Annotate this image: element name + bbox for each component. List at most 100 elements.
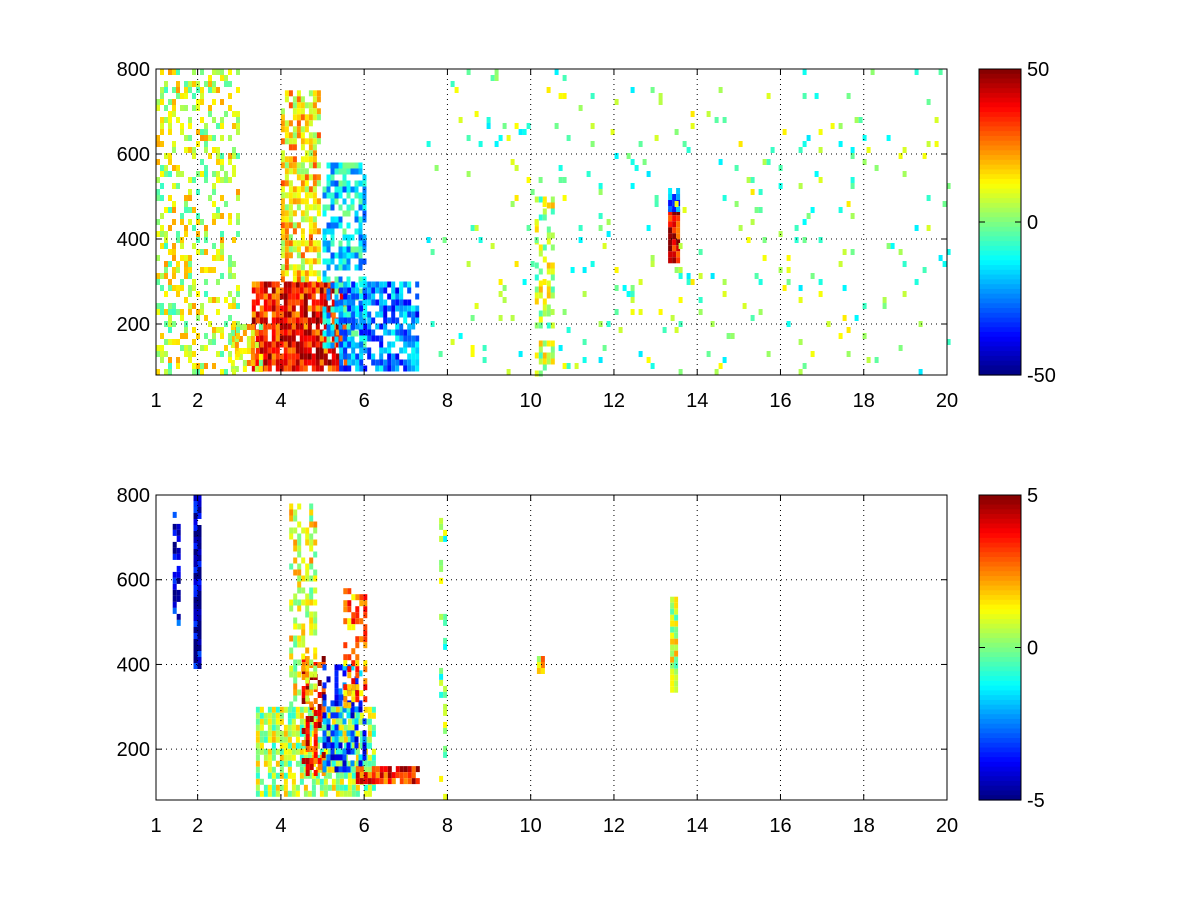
heatmap-cell [346, 324, 351, 331]
heatmap-cell [474, 303, 479, 309]
heatmap-cell [283, 341, 288, 348]
heatmap-cell [387, 359, 392, 366]
heatmap-cell [292, 108, 297, 115]
colorbar-swatch [979, 785, 1021, 792]
heatmap-cell [334, 724, 339, 731]
heatmap-cell [326, 760, 331, 767]
heatmap-cell [322, 318, 327, 325]
heatmap-cell [172, 243, 176, 249]
heatmap-cell [220, 69, 224, 75]
heatmap-cell [379, 766, 384, 773]
heatmap-cell [338, 324, 343, 331]
heatmap-cell [160, 141, 164, 147]
heatmap-cell [490, 243, 495, 249]
heatmap-cell [312, 186, 317, 193]
heatmap-cell [172, 111, 176, 117]
y-tick-label: 400 [117, 229, 150, 251]
heatmap-cell [192, 153, 196, 159]
heatmap-cell [296, 192, 301, 199]
heatmap-cell [309, 671, 314, 678]
x-tick-label: 8 [442, 815, 453, 837]
heatmap-cell [220, 243, 224, 249]
heatmap-cell [387, 772, 392, 779]
heatmap-cell [188, 117, 192, 123]
heatmap-cell [168, 363, 172, 369]
heatmap-cell [287, 317, 292, 324]
heatmap-cell [546, 262, 551, 269]
colorbar-swatch [979, 112, 1021, 118]
heatmap-cell [288, 240, 293, 247]
heatmap-cell [351, 299, 356, 306]
heatmap-cell [343, 353, 348, 360]
colorbar-swatch [979, 728, 1021, 734]
heatmap-cell [204, 177, 208, 183]
heatmap-cell [309, 683, 314, 690]
heatmap-cell [415, 341, 420, 348]
heatmap-cell [216, 171, 220, 177]
heatmap-cell [315, 335, 320, 342]
heatmap-cell [279, 323, 284, 330]
heatmap-cell [232, 321, 236, 327]
heatmap-cell [193, 609, 198, 615]
heatmap-cell [315, 287, 320, 294]
heatmap-cell [259, 341, 264, 348]
heatmap-cell [242, 366, 247, 372]
heatmap-cell [546, 322, 551, 329]
colorbar-swatch [979, 752, 1021, 758]
heatmap-cell [160, 225, 164, 231]
heatmap-cell [238, 324, 243, 330]
heatmap-cell [546, 232, 551, 239]
heatmap-cell [275, 772, 280, 779]
heatmap-cell [197, 567, 202, 573]
heatmap-cell [283, 742, 288, 749]
heatmap-cell [367, 778, 372, 785]
heatmap-cell [562, 195, 567, 201]
heatmap-cell [279, 718, 284, 725]
heatmap-cell [255, 335, 260, 342]
heatmap-cell [334, 712, 339, 719]
heatmap-cell [299, 353, 304, 360]
colorbar-tick-label: -50 [1027, 365, 1056, 387]
heatmap-cell [291, 784, 296, 791]
heatmap-cell [778, 165, 783, 171]
heatmap-cell [228, 291, 232, 297]
heatmap-cell [322, 682, 327, 689]
heatmap-cell [196, 249, 200, 255]
heatmap-cell [362, 192, 367, 199]
heatmap-cell [312, 132, 317, 139]
heatmap-cell [259, 287, 264, 294]
colorbar-swatch [979, 365, 1021, 371]
heatmap-cell [307, 724, 312, 731]
heatmap-cell [172, 285, 176, 291]
heatmap-cell [750, 219, 755, 225]
colorbar-swatch [979, 747, 1021, 753]
heatmap-cell [334, 222, 339, 229]
heatmap-cell [338, 192, 343, 199]
heatmap-cell [184, 273, 188, 279]
heatmap-cell [706, 351, 711, 357]
heatmap-cell [426, 141, 431, 147]
heatmap-cell [806, 135, 811, 141]
heatmap-cell [672, 233, 677, 240]
heatmap-cell [308, 264, 313, 271]
heatmap-cell [343, 642, 348, 649]
heatmap-cell [279, 754, 284, 761]
heatmap-cell [297, 599, 302, 606]
heatmap-cell [250, 348, 255, 354]
heatmap-cell [200, 309, 204, 315]
colorbar-swatch [979, 198, 1021, 204]
heatmap-cell [303, 299, 308, 306]
heatmap-cell [362, 258, 367, 265]
heatmap-cell [267, 730, 272, 737]
heatmap-cell [313, 683, 318, 690]
heatmap-cell [200, 171, 204, 177]
heatmap-cell [292, 102, 297, 109]
heatmap-cell [338, 186, 343, 193]
heatmap-cell [546, 87, 551, 93]
heatmap-cell [180, 237, 184, 243]
top-heatmap-ticks [155, 68, 948, 375]
heatmap-cell [192, 303, 196, 309]
heatmap-cell [188, 87, 192, 93]
heatmap-cell [156, 303, 160, 309]
